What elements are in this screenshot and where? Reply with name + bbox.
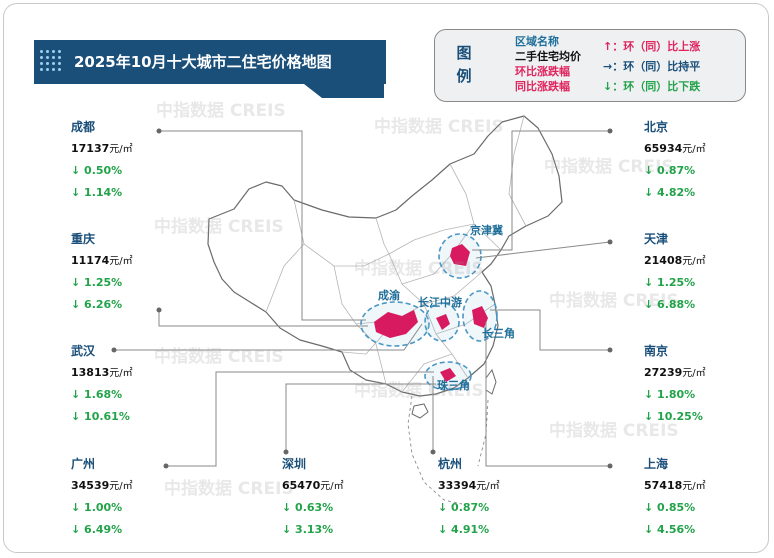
city-card-guangzhou: 广州 34539元/㎡ ↓ 1.00% ↓ 6.49% [71, 456, 171, 538]
hainan-island [411, 403, 429, 419]
city-price: 11174元/㎡ [71, 254, 133, 267]
province-borders [265, 115, 527, 393]
legend-heading: 图例 [456, 44, 472, 85]
city-yoy-change: ↓ 4.56% [644, 523, 696, 536]
city-yoy-change: ↓ 6.26% [71, 298, 123, 311]
title-banner-tab [304, 84, 384, 98]
region-label-changjiang: 长江中游 [418, 296, 462, 309]
city-mom-change: ↓ 0.50% [71, 164, 123, 177]
region-label-chengyu: 成渝 [378, 289, 400, 302]
city-yoy-change: ↓ 3.13% [282, 523, 334, 536]
city-name: 天津 [644, 232, 669, 246]
city-name: 深圳 [282, 457, 307, 471]
city-yoy-change: ↓ 1.14% [71, 186, 123, 199]
city-card-hangzhou: 杭州 33394元/㎡ ↓ 0.87% ↓ 4.91% [438, 456, 538, 538]
city-mom-change: ↓ 1.25% [71, 276, 123, 289]
city-price: 65470元/㎡ [282, 479, 344, 492]
city-price: 34539元/㎡ [71, 479, 133, 492]
region-label-jingjinji: 京津冀 [470, 224, 503, 237]
city-mom-change: ↓ 0.85% [644, 501, 696, 514]
city-card-shenzhen: 深圳 65470元/㎡ ↓ 0.63% ↓ 3.13% [282, 456, 382, 538]
city-mom-change: ↓ 0.63% [282, 501, 334, 514]
city-card-beijing: 北京 65934元/㎡ ↓ 0.87% ↓ 4.82% [644, 119, 744, 201]
south-china-sea-dashes [407, 395, 489, 505]
region-label-zhusanjiao: 珠三角 [437, 379, 470, 392]
page-title: 2025年10月十大城市二住宅价格地图 [34, 40, 386, 84]
city-mom-change: ↓ 0.87% [644, 164, 696, 177]
city-price: 13813元/㎡ [71, 366, 133, 379]
legend-item-yoy: 同比涨跌幅 [515, 80, 570, 93]
city-price: 27239元/㎡ [644, 366, 706, 379]
city-price: 33394元/㎡ [438, 479, 500, 492]
city-card-chongqing: 重庆 11174元/㎡ ↓ 1.25% ↓ 6.26% [71, 231, 171, 313]
city-yoy-change: ↓ 4.91% [438, 523, 490, 536]
city-mom-change: ↓ 1.68% [71, 388, 123, 401]
china-map [111, 84, 613, 505]
city-name: 重庆 [71, 232, 96, 246]
city-yoy-change: ↓ 6.49% [71, 523, 123, 536]
city-name: 成都 [71, 120, 96, 134]
city-name: 杭州 [438, 457, 463, 471]
connector-dots [111, 128, 613, 469]
region-label-changsanjiao: 长三角 [482, 327, 515, 340]
city-mom-change: ↓ 1.25% [644, 276, 696, 289]
city-price: 17137元/㎡ [71, 142, 133, 155]
city-name: 广州 [71, 457, 96, 471]
taiwan-island [485, 368, 497, 395]
legend-item-price: 二手住宅均价 [515, 50, 581, 63]
legend-down-arrow: ↓：环（同）比下跌 [603, 80, 701, 93]
region-fills [374, 244, 488, 382]
map-legend: 图例 区域名称 二手住宅均价 环比涨跌幅 同比涨跌幅 ↑：环（同）比上涨 →：环… [434, 29, 746, 102]
city-name: 北京 [644, 120, 669, 134]
title-dots-decoration [40, 50, 66, 72]
city-card-tianjin: 天津 21408元/㎡ ↓ 1.25% ↓ 6.88% [644, 231, 744, 313]
legend-up-arrow: ↑：环（同）比上涨 [603, 40, 701, 53]
city-yoy-change: ↓ 6.88% [644, 298, 696, 311]
city-yoy-change: ↓ 4.82% [644, 186, 696, 199]
city-card-nanjing: 南京 27239元/㎡ ↓ 1.80% ↓ 10.25% [644, 343, 744, 425]
city-name: 南京 [644, 344, 669, 358]
legend-item-mom: 环比涨跌幅 [515, 65, 570, 78]
city-mom-change: ↓ 1.80% [644, 388, 696, 401]
city-card-shanghai: 上海 57418元/㎡ ↓ 0.85% ↓ 4.56% [644, 456, 744, 538]
city-price: 57418元/㎡ [644, 479, 706, 492]
connector-lines [114, 130, 611, 467]
city-yoy-change: ↓ 10.61% [71, 410, 130, 423]
city-price: 21408元/㎡ [644, 254, 706, 267]
legend-flat-arrow: →：环（同）比持平 [603, 60, 701, 73]
city-card-wuhan: 武汉 13813元/㎡ ↓ 1.68% ↓ 10.61% [71, 343, 171, 425]
city-yoy-change: ↓ 10.25% [644, 410, 703, 423]
city-mom-change: ↓ 0.87% [438, 501, 490, 514]
city-name: 上海 [644, 457, 669, 471]
city-name: 武汉 [71, 344, 96, 358]
city-mom-change: ↓ 1.00% [71, 501, 123, 514]
city-card-chengdu: 成都 17137元/㎡ ↓ 0.50% ↓ 1.14% [71, 119, 171, 201]
city-price: 65934元/㎡ [644, 142, 706, 155]
legend-item-region-name: 区域名称 [515, 35, 559, 48]
china-outline [207, 115, 563, 397]
map-frame: 中指数据 CREIS 中指数据 CREIS 中指数据 CREIS 中指数据 CR… [3, 3, 769, 553]
